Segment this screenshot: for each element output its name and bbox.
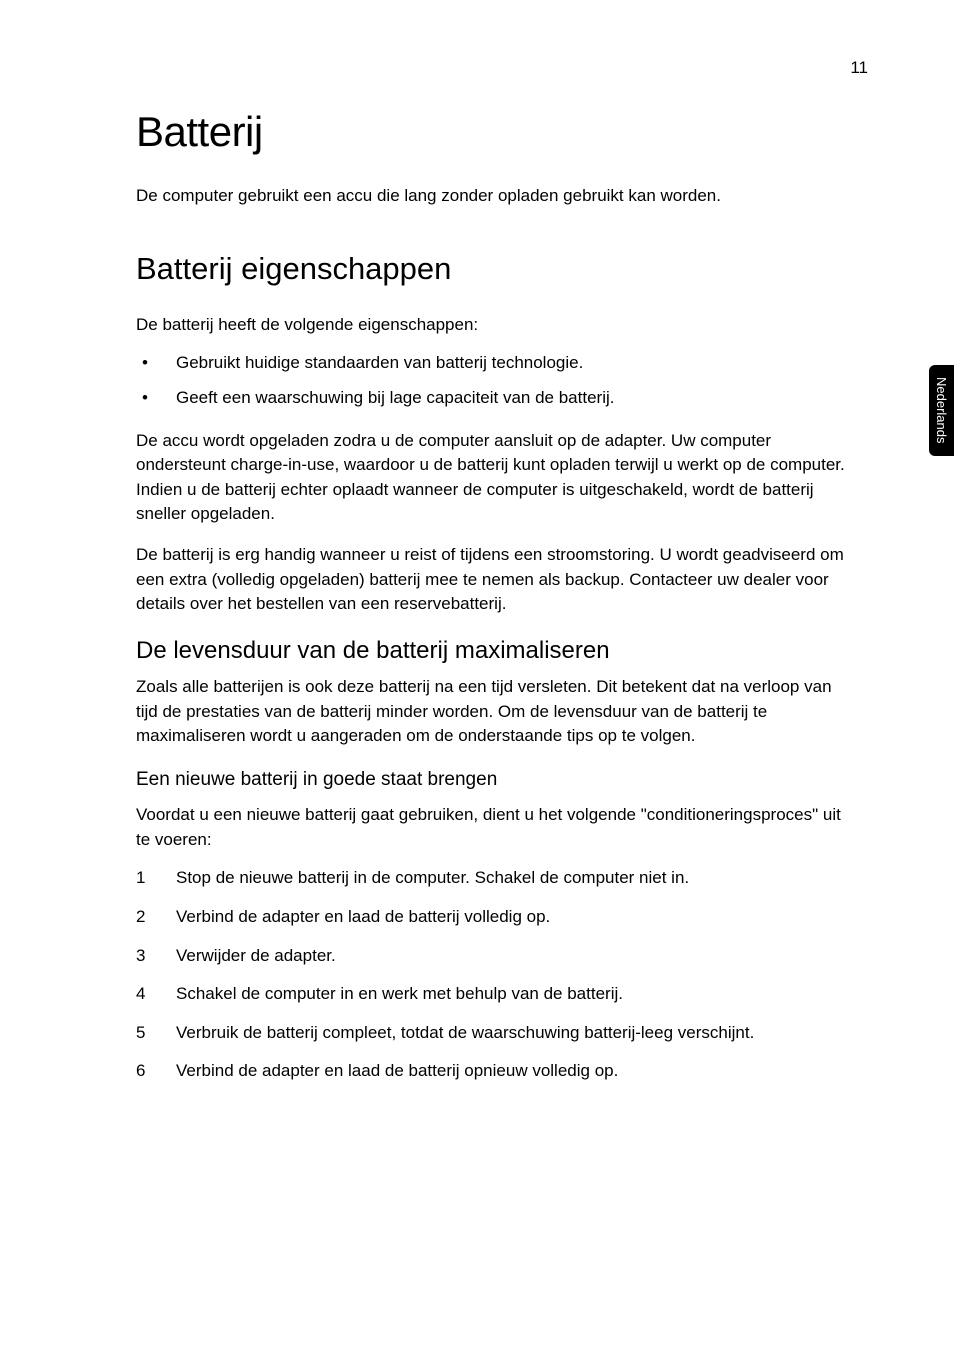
page-content: Batterij De computer gebruikt een accu d… [136,108,856,1098]
conditioning-steps-list: Stop de nieuwe batterij in de computer. … [136,866,856,1084]
page-number: 11 [850,58,868,78]
list-item: Geeft een waarschuwing bij lage capacite… [136,386,856,411]
list-item: Schakel de computer in en werk met behul… [136,982,856,1007]
subsection-heading: De levensduur van de batterij maximalise… [136,637,856,665]
list-item: Verwijder de adapter. [136,944,856,969]
properties-intro: De batterij heeft de volgende eigenschap… [136,313,856,338]
list-item: Verbruik de batterij compleet, totdat de… [136,1021,856,1046]
language-side-tab: Nederlands [929,365,954,456]
section-heading: Batterij eigenschappen [136,251,856,287]
travel-paragraph: De batterij is erg handig wanneer u reis… [136,543,856,617]
main-heading: Batterij [136,108,856,156]
properties-bullet-list: Gebruikt huidige standaarden van batteri… [136,351,856,410]
intro-paragraph: De computer gebruikt een accu die lang z… [136,184,856,209]
list-item: Gebruikt huidige standaarden van batteri… [136,351,856,376]
list-item: Verbind de adapter en laad de batterij o… [136,1059,856,1084]
list-item: Verbind de adapter en laad de batterij v… [136,905,856,930]
charging-paragraph: De accu wordt opgeladen zodra u de compu… [136,429,856,528]
subsub-heading: Een nieuwe batterij in goede staat breng… [136,769,856,791]
conditioning-intro: Voordat u een nieuwe batterij gaat gebru… [136,803,856,852]
list-item: Stop de nieuwe batterij in de computer. … [136,866,856,891]
lifespan-paragraph: Zoals alle batterijen is ook deze batter… [136,675,856,749]
